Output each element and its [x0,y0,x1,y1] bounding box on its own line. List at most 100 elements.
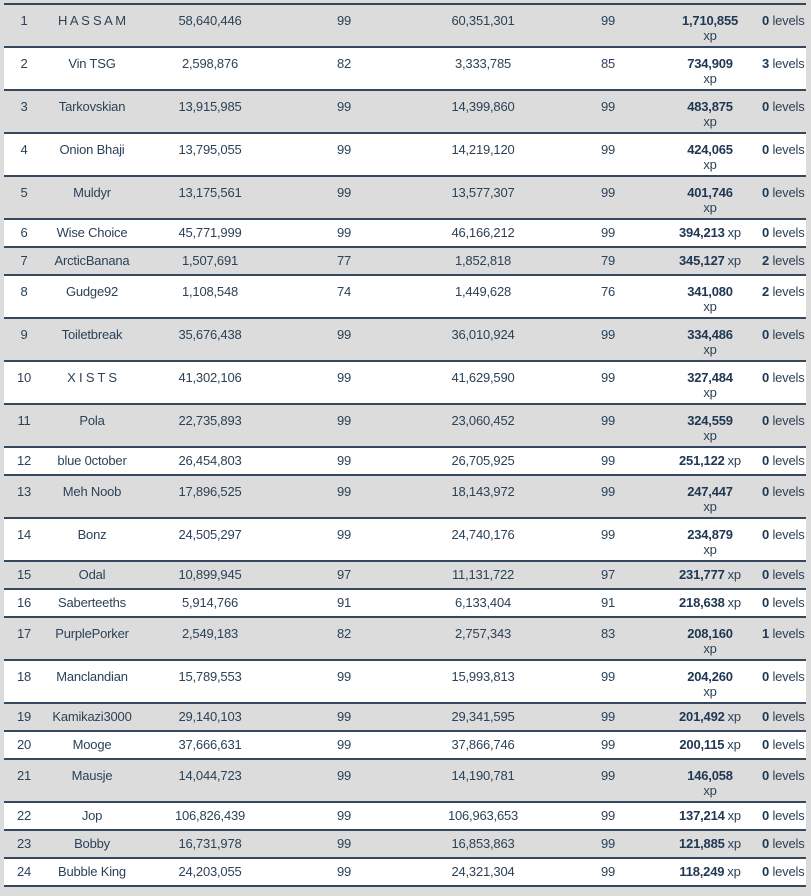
xp-gained-suffix: xp [727,836,742,851]
player-name[interactable]: Kamikazi3000 [52,709,132,724]
rank-cell: 19 [16,709,32,724]
start-xp-cell: 17,896,525 [178,484,242,499]
levels-gained-value: 0 [762,737,770,752]
levels-gained-cell: 0 levels [762,836,806,851]
levels-gained-value: 0 [762,595,770,610]
levels-gained-value: 0 [762,13,770,28]
xp-gained-cell: 200,115 xp [658,737,762,752]
start-level-cell: 99 [336,737,352,752]
levels-gained-cell: 0 levels [762,527,806,542]
end-level-cell: 99 [600,737,616,752]
player-name[interactable]: Pola [79,413,105,428]
player-name[interactable]: Tarkovskian [58,99,126,114]
start-xp-cell: 5,914,766 [181,595,239,610]
levels-gained-value: 0 [762,669,770,684]
xp-gained-value: 345,127 [679,253,725,268]
levels-gained-value: 0 [762,808,770,823]
player-name[interactable]: Muldyr [73,185,111,200]
end-level-cell: 76 [600,284,616,299]
levels-gained-value: 1 [762,626,770,641]
xp-gained-value: 424,065 [687,142,733,157]
xp-gained-cell: 208,160 xp [658,626,762,656]
table-row: 15 Odal 10,899,945 97 11,131,722 97 231,… [4,560,806,588]
player-name[interactable]: blue 0ctober [57,453,127,468]
rank-cell: 5 [20,185,28,200]
end-xp-cell: 37,866,746 [451,737,515,752]
player-name[interactable]: Vin TSG [68,56,116,71]
player-name[interactable]: H A S S A M [58,13,126,28]
xp-gained-suffix: xp [727,453,742,468]
xp-gained-suffix: xp [703,28,717,43]
levels-gained-suffix: levels [772,327,805,342]
levels-gained-cell: 0 levels [762,864,806,879]
player-name[interactable]: Bubble King [58,864,126,879]
end-xp-cell: 23,060,452 [451,413,515,428]
levels-gained-suffix: levels [772,484,805,499]
rank-cell: 15 [16,567,32,582]
leaderboard-table: 1 H A S S A M 58,640,446 99 60,351,301 9… [4,3,806,887]
player-name[interactable]: ArcticBanana [54,253,130,268]
xp-gained-cell: 1,710,855 xp [658,13,762,43]
start-level-cell: 99 [336,808,352,823]
levels-gained-suffix: levels [772,185,805,200]
levels-gained-cell: 0 levels [762,768,806,783]
rank-cell: 22 [16,808,32,823]
xp-gained-suffix: xp [727,225,742,240]
end-xp-cell: 24,740,176 [451,527,515,542]
player-name[interactable]: Onion Bhaji [59,142,125,157]
xp-gained-suffix: xp [727,864,741,879]
start-level-cell: 99 [336,484,352,499]
xp-gained-value: 146,058 [687,768,733,783]
player-name[interactable]: X I S T S [67,370,117,385]
levels-gained-value: 0 [762,225,770,240]
levels-gained-cell: 0 levels [762,453,806,468]
player-name[interactable]: Toiletbreak [61,327,123,342]
player-name[interactable]: Mooge [72,737,112,752]
xp-gained-cell: 231,777 xp [658,567,762,582]
player-name[interactable]: Manclandian [56,669,128,684]
xp-gained-suffix: xp [703,542,717,557]
player-name[interactable]: Gudge92 [65,284,119,299]
player-name[interactable]: Meh Noob [62,484,122,499]
player-name[interactable]: Wise Choice [56,225,128,240]
table-row: 22 Jop 106,826,439 99 106,963,653 99 137… [4,801,806,829]
levels-gained-cell: 0 levels [762,669,806,684]
player-name[interactable]: Odal [78,567,106,582]
xp-gained-cell: 734,909 xp [658,56,762,86]
start-xp-cell: 58,640,446 [178,13,242,28]
rank-cell: 1 [20,13,28,28]
levels-gained-suffix: levels [772,284,805,299]
end-xp-cell: 14,219,120 [451,142,515,157]
table-row: 21 Mausje 14,044,723 99 14,190,781 99 14… [4,758,806,801]
xp-gained-suffix: xp [703,342,717,357]
end-level-cell: 97 [600,567,616,582]
xp-gained-cell: 251,122 xp [658,453,762,468]
player-name[interactable]: Saberteeths [58,595,126,610]
end-level-cell: 99 [600,484,616,499]
end-level-cell: 99 [600,836,616,851]
table-row: 23 Bobby 16,731,978 99 16,853,863 99 121… [4,829,806,857]
player-name[interactable]: Bonz [77,527,107,542]
levels-gained-suffix: levels [772,737,805,752]
levels-gained-cell: 0 levels [762,327,806,342]
player-name[interactable]: Jop [81,808,103,823]
player-name[interactable]: Bobby [74,836,110,851]
levels-gained-suffix: levels [772,864,805,879]
end-level-cell: 85 [600,56,616,71]
levels-gained-suffix: levels [772,567,805,582]
end-xp-cell: 26,705,925 [451,453,515,468]
player-name[interactable]: Mausje [71,768,113,783]
end-xp-cell: 29,341,595 [451,709,515,724]
xp-gained-suffix: xp [727,595,742,610]
xp-gained-value: 394,213 [679,225,725,240]
xp-gained-value: 1,710,855 [681,13,739,28]
player-name[interactable]: PurplePorker [55,626,129,641]
xp-gained-value: 734,909 [687,56,733,71]
xp-gained-cell: 324,559 xp [658,413,762,443]
end-xp-cell: 16,853,863 [451,836,515,851]
levels-gained-suffix: levels [772,99,805,114]
end-level-cell: 99 [600,99,616,114]
xp-gained-suffix: xp [727,808,742,823]
end-level-cell: 83 [600,626,616,641]
end-xp-cell: 41,629,590 [451,370,515,385]
